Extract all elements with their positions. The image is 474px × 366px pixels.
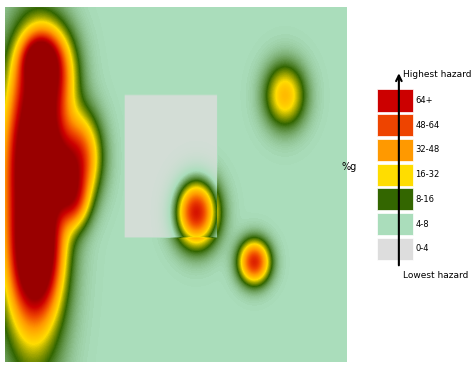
FancyBboxPatch shape [377,89,413,112]
Text: %g: %g [341,161,356,172]
Text: 4-8: 4-8 [416,220,429,228]
Text: 64+: 64+ [416,96,433,105]
Text: Highest hazard: Highest hazard [403,71,471,79]
Text: 48-64: 48-64 [416,121,440,130]
Text: 8-16: 8-16 [416,195,435,204]
Text: 32-48: 32-48 [416,145,440,154]
FancyBboxPatch shape [377,139,413,161]
Text: Lowest hazard: Lowest hazard [403,271,468,280]
Text: 16-32: 16-32 [416,170,440,179]
FancyBboxPatch shape [377,188,413,210]
FancyBboxPatch shape [377,238,413,260]
Text: 0-4: 0-4 [416,244,429,253]
FancyBboxPatch shape [377,164,413,186]
FancyBboxPatch shape [377,114,413,137]
FancyBboxPatch shape [377,213,413,235]
